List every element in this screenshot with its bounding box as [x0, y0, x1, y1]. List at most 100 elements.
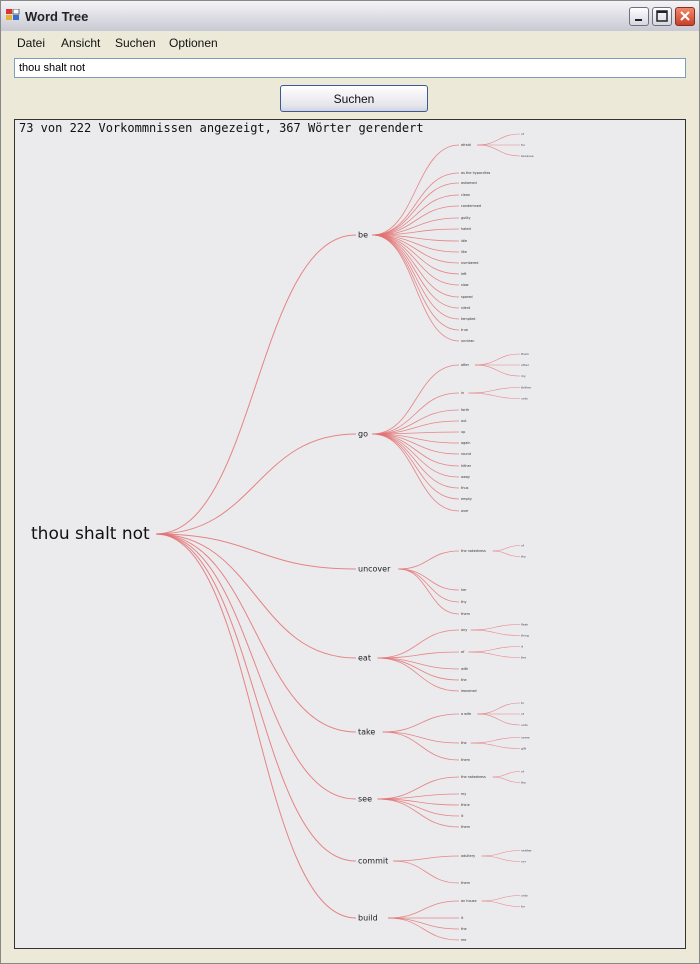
- child-word-5-4[interactable]: them: [461, 825, 471, 829]
- child-word-0-9[interactable]: numbered: [461, 261, 478, 265]
- menu-suchen[interactable]: Suchen: [115, 36, 156, 50]
- sub-word-6-0-0[interactable]: neither: [521, 849, 533, 853]
- child-word-7-3[interactable]: me: [461, 938, 466, 942]
- child-word-1-7[interactable]: hither: [461, 464, 472, 468]
- child-word-1-9[interactable]: thus: [461, 486, 469, 490]
- child-word-3-1[interactable]: of: [461, 650, 465, 654]
- link-4-0: [382, 713, 460, 733]
- child-word-4-0[interactable]: a wife: [461, 712, 471, 716]
- child-word-7-0[interactable]: an house: [461, 899, 477, 903]
- maximize-button[interactable]: [652, 7, 672, 26]
- sub-word-4-0-0[interactable]: to: [521, 701, 524, 705]
- child-word-0-13[interactable]: silent: [461, 306, 471, 310]
- menu-ansicht[interactable]: Ansicht: [61, 36, 101, 50]
- child-word-3-0[interactable]: any: [461, 628, 467, 632]
- sub-word-1-0-2[interactable]: my: [521, 374, 526, 378]
- branch-word-commit[interactable]: commit: [358, 857, 388, 866]
- branch-word-eat[interactable]: eat: [358, 654, 371, 663]
- child-word-1-4[interactable]: up: [461, 430, 465, 434]
- menu-datei[interactable]: Datei: [17, 36, 46, 50]
- child-word-5-3[interactable]: it: [461, 814, 464, 818]
- sub-word-5-0-0[interactable]: of: [521, 770, 525, 774]
- branch-word-take[interactable]: take: [358, 728, 375, 737]
- sub-word-7-0-0[interactable]: unto: [521, 894, 528, 898]
- branch-word-go[interactable]: go: [358, 430, 368, 439]
- title-bar[interactable]: Word Tree: [1, 1, 699, 32]
- child-word-1-10[interactable]: empty: [461, 497, 472, 501]
- child-word-0-15[interactable]: true: [461, 328, 468, 332]
- child-word-7-1[interactable]: it: [461, 916, 464, 920]
- child-word-1-2[interactable]: forth: [461, 408, 469, 412]
- child-word-0-11[interactable]: slow: [461, 283, 469, 287]
- child-word-0-1[interactable]: as the hypocrites: [461, 171, 491, 175]
- child-word-0-10[interactable]: left: [461, 272, 467, 276]
- search-input[interactable]: [14, 58, 686, 78]
- child-word-1-6[interactable]: round: [461, 452, 471, 456]
- link-sub-7-0-0: [481, 895, 521, 902]
- sub-word-0-0-1[interactable]: for: [521, 143, 526, 147]
- child-word-0-2[interactable]: ashamed: [461, 181, 477, 185]
- child-word-6-1[interactable]: them: [461, 881, 471, 885]
- child-word-5-0[interactable]: the nakedness: [461, 775, 486, 779]
- child-word-0-5[interactable]: guilty: [461, 216, 471, 220]
- child-word-6-0[interactable]: adultery: [461, 854, 475, 858]
- child-word-1-1[interactable]: in: [461, 391, 464, 395]
- child-word-7-2[interactable]: the: [461, 927, 467, 931]
- child-word-3-4[interactable]: leavened: [461, 689, 477, 693]
- word-tree-graph[interactable]: thou shalt not be afraid of for because as the…: [15, 120, 685, 948]
- menu-optionen[interactable]: Optionen: [169, 36, 218, 50]
- child-word-1-3[interactable]: out: [461, 419, 467, 423]
- sub-word-3-1-0[interactable]: it: [521, 645, 524, 649]
- child-word-4-2[interactable]: them: [461, 758, 471, 762]
- sub-word-1-1-1[interactable]: unto: [521, 397, 528, 401]
- sub-word-0-0-2[interactable]: because: [521, 154, 534, 158]
- tree-root-word[interactable]: thou shalt not: [31, 524, 150, 544]
- sub-word-0-0-0[interactable]: of: [521, 132, 525, 136]
- branch-word-see[interactable]: see: [358, 795, 372, 804]
- child-word-0-6[interactable]: hated: [461, 227, 471, 231]
- word-tree-panel[interactable]: 73 von 222 Vorkommnissen angezeigt, 367 …: [14, 119, 686, 949]
- child-word-3-3[interactable]: the: [461, 678, 467, 682]
- branch-word-be[interactable]: be: [358, 231, 368, 240]
- sub-word-4-0-1[interactable]: of: [521, 712, 525, 716]
- child-word-2-2[interactable]: thy: [461, 600, 467, 604]
- sub-word-6-0-1[interactable]: nor: [521, 860, 527, 864]
- child-word-1-11[interactable]: over: [461, 509, 469, 513]
- child-word-0-8[interactable]: like: [461, 250, 467, 254]
- child-word-4-1[interactable]: the: [461, 741, 467, 745]
- child-word-1-0[interactable]: after: [461, 363, 470, 367]
- minimize-button[interactable]: [629, 7, 649, 26]
- sub-word-5-0-1[interactable]: thy: [521, 781, 526, 785]
- child-word-2-1[interactable]: her: [461, 588, 467, 592]
- branch-word-build[interactable]: build: [358, 914, 378, 923]
- child-word-0-0[interactable]: afraid: [461, 143, 471, 147]
- sub-word-3-0-0[interactable]: flesh: [521, 623, 528, 627]
- child-word-0-14[interactable]: tempted: [461, 317, 475, 321]
- child-word-0-7[interactable]: idle: [461, 239, 467, 243]
- sub-word-2-0-0[interactable]: of: [521, 544, 525, 548]
- sub-word-1-1-0[interactable]: thither: [521, 386, 532, 390]
- sub-word-4-1-1[interactable]: gift: [521, 747, 527, 751]
- sub-word-3-1-1[interactable]: the: [521, 656, 526, 660]
- child-word-0-3[interactable]: clean: [461, 193, 470, 197]
- sub-word-3-0-1[interactable]: thing: [521, 634, 529, 638]
- child-word-3-2[interactable]: with: [461, 667, 468, 671]
- child-word-2-3[interactable]: them: [461, 612, 471, 616]
- sub-word-1-0-1[interactable]: other: [521, 363, 530, 367]
- child-word-5-2[interactable]: thine: [461, 803, 470, 807]
- sub-word-7-0-1[interactable]: for: [521, 905, 526, 909]
- sub-word-4-0-2[interactable]: unto: [521, 723, 528, 727]
- child-word-5-1[interactable]: my: [461, 792, 466, 796]
- child-word-0-4[interactable]: condemned: [461, 204, 481, 208]
- child-word-0-12[interactable]: spared: [461, 295, 473, 299]
- sub-word-4-1-0[interactable]: name: [521, 736, 530, 740]
- child-word-1-8[interactable]: away: [461, 475, 470, 479]
- child-word-0-16[interactable]: unclean: [461, 339, 474, 343]
- child-word-2-0[interactable]: the nakedness: [461, 549, 486, 553]
- search-button[interactable]: Suchen: [280, 85, 428, 112]
- sub-word-1-0-0[interactable]: them: [521, 352, 529, 356]
- sub-word-2-0-1[interactable]: thy: [521, 555, 526, 559]
- close-button[interactable]: [675, 7, 695, 26]
- child-word-1-5[interactable]: again: [461, 441, 470, 445]
- branch-word-uncover[interactable]: uncover: [358, 565, 391, 574]
